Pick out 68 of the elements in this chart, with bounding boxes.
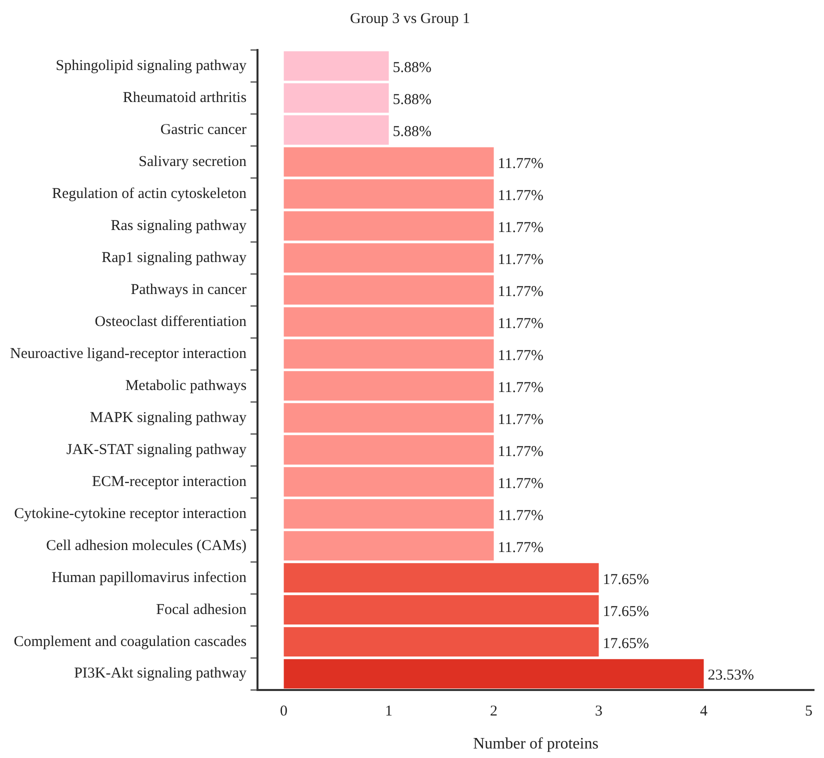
bar [284,627,599,657]
x-tick-label: 5 [805,704,812,720]
y-tick-label: Complement and coagulation cascades [14,634,247,650]
annotation: 23.53% [708,668,754,684]
y-tick-label: Ras signaling pathway [110,218,248,234]
annotation: 11.77% [498,508,544,524]
y-tick-label: PI3K-Akt signaling pathway [74,666,248,682]
y-tick-label: Human papillomavirus infection [52,570,248,586]
bar [284,307,494,337]
annotation: 11.77% [498,444,544,460]
bar [284,659,704,689]
y-tick-label: Neuroactive ligand-receptor interaction [10,346,248,362]
x-tick-label: 4 [700,704,708,720]
bar [284,51,389,81]
bar [284,339,494,369]
y-tick-label: Sphingolipid signaling pathway [56,58,248,74]
bar [284,563,599,593]
annotation: 5.88% [392,124,432,140]
bar [284,467,494,497]
y-tick-label: Rap1 signaling pathway [102,250,248,266]
annotation: 11.77% [498,284,544,300]
annotation: 11.77% [498,476,544,492]
y-tick-label: Cytokine-cytokine receptor interaction [14,506,248,522]
bar [284,179,494,209]
bar [284,499,494,529]
bar [284,275,494,305]
y-tick-label: Osteoclast differentiation [94,314,248,330]
y-tick-label: Pathways in cancer [130,282,247,298]
y-tick-label: MAPK signaling pathway [90,410,248,426]
annotation: 17.65% [602,572,650,588]
y-tick-label: Rheumatoid arthritis [122,90,247,106]
annotation: 11.77% [498,188,544,204]
y-tick-label: Regulation of actin cytoskeleton [52,186,248,202]
annotation: 11.77% [498,380,544,396]
x-tick-label: 1 [385,704,393,720]
bar [284,531,494,561]
bar [284,435,494,465]
annotation: 11.77% [498,412,544,428]
x-tick-label: 0 [280,704,288,720]
annotation: 11.77% [498,252,544,268]
annotation: 11.77% [498,316,544,332]
y-tick-label: ECM-receptor interaction [92,474,248,490]
annotation: 11.77% [498,348,544,364]
y-tick-label: Focal adhesion [156,602,248,618]
y-tick-label: Metabolic pathways [125,378,247,394]
y-tick-label: JAK-STAT signaling pathway [66,442,248,458]
x-tick-label: 3 [595,704,603,720]
y-tick-label: Gastric cancer [160,122,247,138]
bar [284,147,494,177]
annotation: 17.65% [602,636,650,652]
bar [284,243,494,273]
annotation: 11.77% [498,156,544,172]
bar [284,211,494,241]
bar [284,115,389,145]
annotation: 17.65% [602,604,650,620]
x-axis-title: Number of proteins [473,736,598,753]
y-tick-label: Cell adhesion molecules (CAMs) [46,538,247,554]
x-tick-label: 2 [490,704,498,720]
y-tick-label: Salivary secretion [138,154,248,170]
bar [284,371,494,401]
bar [284,83,389,113]
chart-title: Group 3 vs Group 1 [350,10,470,27]
bar [284,595,599,625]
bar [284,403,494,433]
annotation: 11.77% [498,220,544,236]
annotation: 5.88% [392,92,432,108]
annotation: 11.77% [498,540,544,556]
annotation: 5.88% [392,60,432,76]
